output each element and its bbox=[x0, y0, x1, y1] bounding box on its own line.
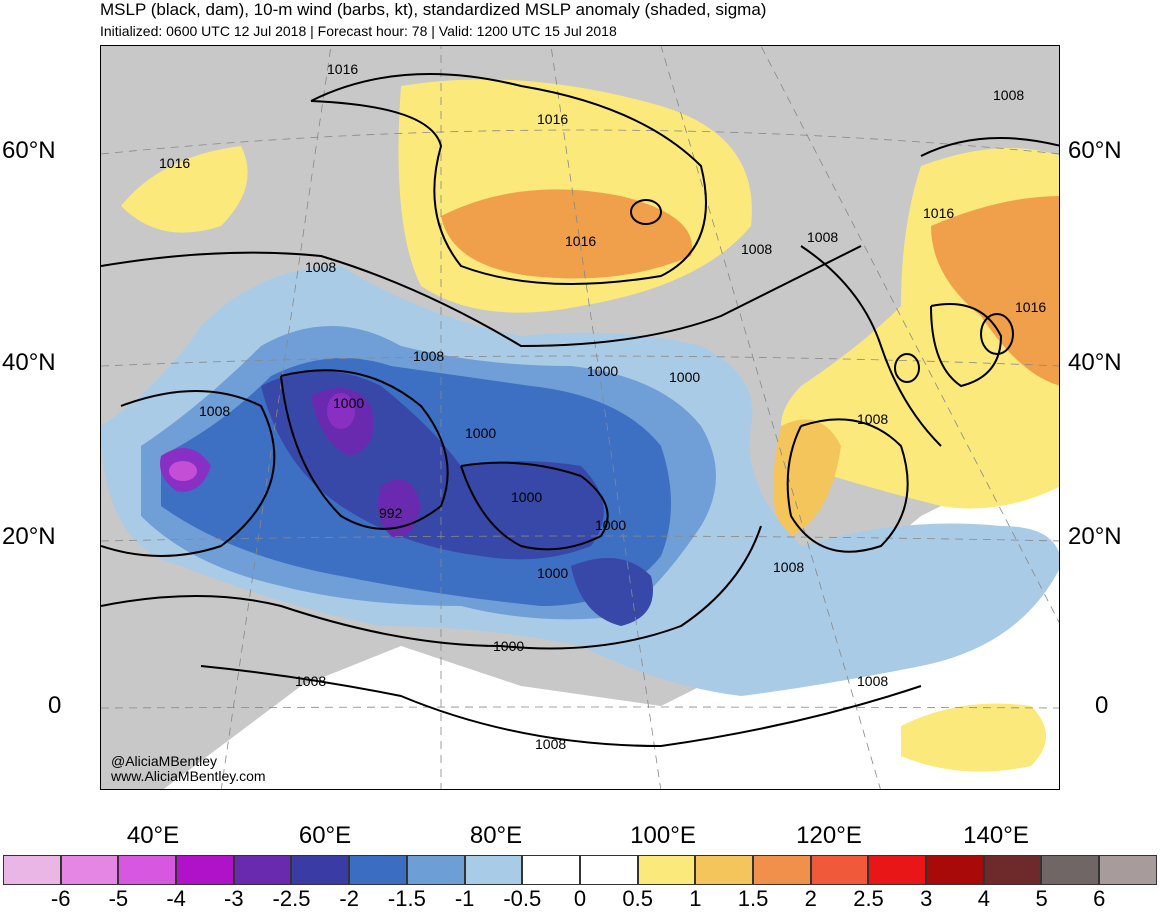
contour-label: 1000 bbox=[669, 369, 700, 385]
colorbar-swatch bbox=[752, 855, 811, 885]
contour-label: 1016 bbox=[923, 205, 954, 221]
contour-label: 1000 bbox=[587, 363, 618, 379]
colorbar-label: -0.5 bbox=[503, 886, 542, 911]
chart-subtitle: Initialized: 0600 UTC 12 Jul 2018 | Fore… bbox=[100, 23, 617, 39]
colorbar-swatch bbox=[349, 855, 407, 885]
lon-label: 120°E bbox=[796, 822, 862, 849]
contour-label: 1000 bbox=[465, 425, 496, 441]
mslp-contours bbox=[101, 73, 1059, 748]
lon-label: 80°E bbox=[469, 822, 523, 849]
contour-label: 1016 bbox=[565, 233, 596, 249]
contour-label: 1008 bbox=[857, 673, 888, 689]
colorbar-label: -1 bbox=[454, 886, 475, 911]
lon-label: 140°E bbox=[963, 822, 1029, 849]
contour-label: 1000 bbox=[333, 395, 364, 411]
contour-label: 992 bbox=[379, 505, 403, 521]
contour-label: 1008 bbox=[535, 736, 566, 752]
anomaly-core-magenta bbox=[169, 461, 197, 481]
colorbar-label: 1 bbox=[689, 886, 702, 911]
contour-label: 1016 bbox=[537, 111, 568, 127]
colorbar-label: -2 bbox=[339, 886, 359, 911]
anomaly-orange-north bbox=[441, 189, 693, 279]
lon-label: 40°E bbox=[126, 822, 180, 849]
colorbar-label: -1.5 bbox=[387, 886, 426, 911]
colorbar-swatch bbox=[810, 855, 869, 885]
lon-label: 60°E bbox=[298, 822, 352, 849]
lat-label-left: 60°N bbox=[2, 137, 56, 164]
lon-label: 100°E bbox=[630, 822, 696, 849]
colorbar-label: -3 bbox=[224, 886, 244, 911]
anomaly-orange-east bbox=[931, 196, 1059, 386]
colorbar-swatch bbox=[637, 855, 696, 885]
contour-label: 1008 bbox=[993, 87, 1024, 103]
map-panel: 1016 1016 1016 1016 1008 1008 1008 1016 … bbox=[100, 45, 1060, 790]
colorbar-label: 5 bbox=[1035, 886, 1048, 911]
colorbar-swatch bbox=[579, 855, 638, 885]
colorbar-label: 3 bbox=[920, 886, 933, 911]
contour-label: 1016 bbox=[1015, 299, 1046, 315]
colorbar-label: 0 bbox=[573, 886, 587, 911]
colorbar-label: 0.5 bbox=[622, 886, 653, 911]
map-canvas: 1016 1016 1016 1016 1008 1008 1008 1016 … bbox=[101, 46, 1059, 789]
anomaly-positive-scand bbox=[121, 146, 248, 233]
contour-label: 1008 bbox=[413, 348, 444, 364]
lat-label-left: 20°N bbox=[2, 523, 56, 550]
contour-label: 1008 bbox=[295, 673, 326, 689]
anomaly-core-purple bbox=[327, 393, 355, 429]
lat-label-right: 20°N bbox=[1068, 523, 1122, 550]
colorbar-swatch bbox=[868, 855, 926, 885]
contour-label: 1008 bbox=[199, 403, 230, 419]
credit-handle: @AliciaMBentley bbox=[111, 753, 218, 769]
contour-label: 1000 bbox=[537, 565, 568, 581]
contour-label: 1008 bbox=[807, 229, 838, 245]
colorbar-label: 6 bbox=[1093, 886, 1106, 911]
lat-label-left: 0 bbox=[48, 692, 62, 719]
colorbar-swatch bbox=[176, 855, 234, 885]
colorbar-swatch bbox=[118, 855, 177, 885]
lat-label-right: 60°N bbox=[1068, 137, 1122, 164]
contour-label: 1008 bbox=[305, 259, 336, 275]
colorbar-label: -6 bbox=[50, 886, 71, 911]
colorbar-label: 1.5 bbox=[737, 886, 769, 911]
colorbar-label: -2.5 bbox=[272, 886, 311, 911]
colorbar-label: 2 bbox=[804, 886, 817, 911]
contour-label: 1008 bbox=[741, 241, 772, 257]
lat-label-right: 40°N bbox=[1068, 349, 1122, 376]
colorbar-label: -5 bbox=[108, 886, 129, 911]
contour-label: 1016 bbox=[327, 61, 358, 77]
colorbar-swatch bbox=[1099, 855, 1157, 885]
lat-label-right: 0 bbox=[1095, 692, 1109, 719]
chart-title: MSLP (black, dam), 10-m wind (barbs, kt)… bbox=[100, 0, 767, 19]
anomaly-negative-dark-se bbox=[571, 558, 653, 626]
contour-label: 1000 bbox=[595, 517, 626, 533]
colorbar-swatch bbox=[291, 855, 350, 885]
colorbar-swatch bbox=[3, 855, 61, 885]
anomaly-positive-south bbox=[901, 703, 1046, 772]
colorbar-swatch bbox=[406, 855, 465, 885]
colorbar-swatch bbox=[60, 855, 119, 885]
graticule bbox=[101, 46, 1059, 789]
colorbar bbox=[3, 855, 1157, 885]
colorbar-swatch bbox=[464, 855, 523, 885]
colorbar-swatch bbox=[983, 855, 1042, 885]
colorbar-swatch bbox=[233, 855, 292, 885]
colorbar-swatch bbox=[695, 855, 753, 885]
contour-label: 1000 bbox=[511, 489, 542, 505]
contour-label: 1000 bbox=[493, 638, 524, 654]
colorbar-swatch bbox=[522, 855, 580, 885]
credit-website: www.AliciaMBentley.com bbox=[111, 768, 266, 784]
colorbar-label: -4 bbox=[166, 886, 186, 911]
contour-label: 1008 bbox=[773, 559, 804, 575]
colorbar-label: 4 bbox=[977, 886, 991, 911]
contour-label: 1016 bbox=[159, 155, 190, 171]
colorbar-label: 2.5 bbox=[853, 886, 884, 911]
contour-label: 1008 bbox=[857, 411, 888, 427]
contour-labels: 1016 1016 1016 1016 1008 1008 1008 1016 … bbox=[159, 61, 1046, 752]
colorbar-swatch bbox=[1041, 855, 1100, 885]
colorbar-swatch bbox=[926, 855, 984, 885]
lat-label-left: 40°N bbox=[2, 349, 56, 376]
